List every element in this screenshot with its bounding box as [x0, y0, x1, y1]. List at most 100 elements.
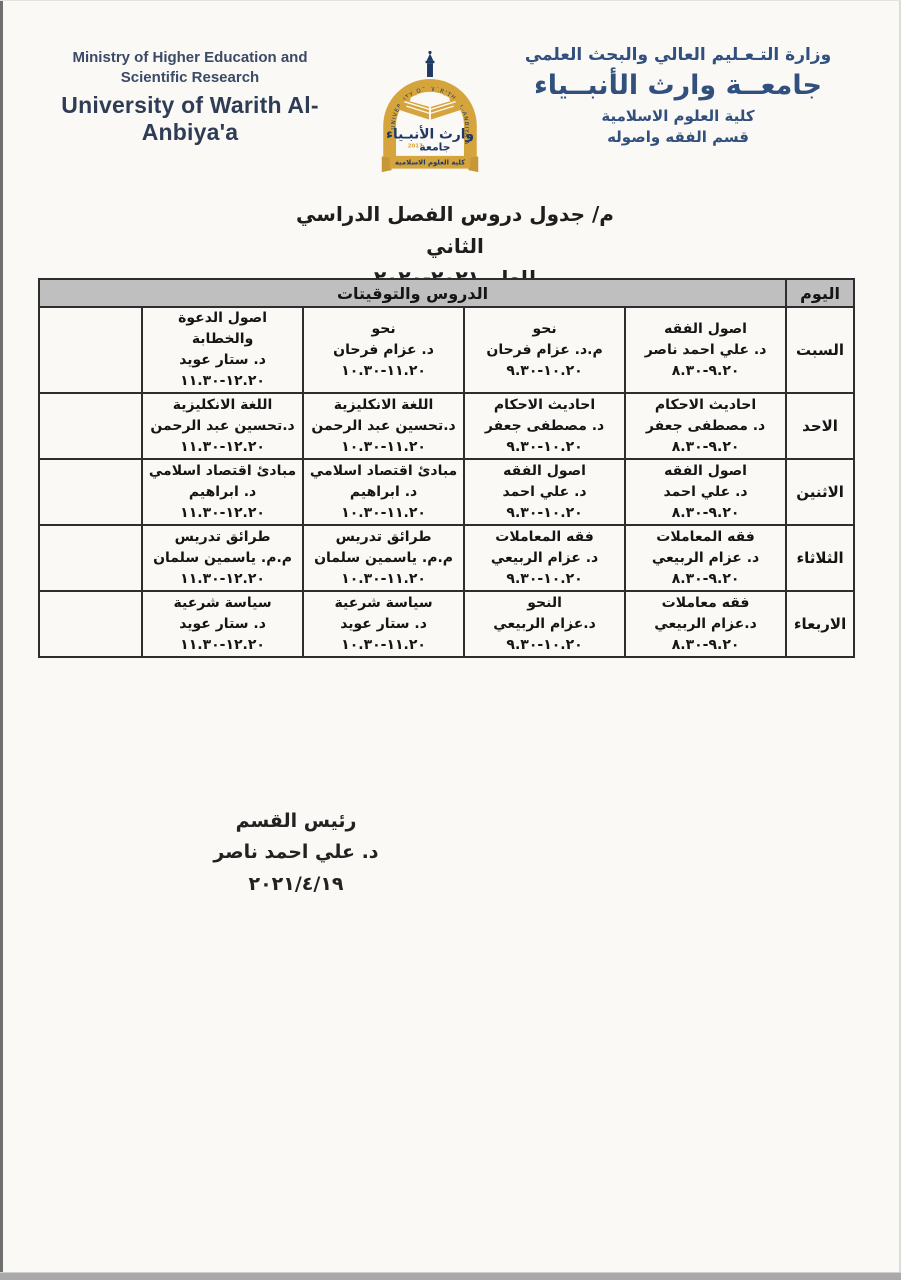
lesson-teacher: د.تحسين عبد الرحمن [311, 417, 456, 434]
lesson-time: ١٢.٢٠-١١.٣٠ [180, 504, 265, 521]
lesson-subject: اصول الفقه [664, 462, 747, 479]
lesson-time: ١٠.٢٠-٩.٣٠ [506, 570, 583, 587]
lesson-teacher: د.عزام الربيعي [493, 615, 596, 632]
lesson-cell: فقه المعاملات د. عزام الربيعي ١٠.٢٠-٩.٣٠ [463, 524, 627, 592]
day-cell: الاثنين [785, 458, 856, 526]
lesson-teacher: د. ستار عويد [179, 352, 266, 368]
lesson-teacher: د. عزام فرحان [333, 341, 434, 358]
scan-edge-left [0, 0, 3, 1280]
arch-shape [383, 79, 477, 160]
lesson-subject: اللغة الانكليزية [172, 396, 273, 413]
lesson-time: ١٢.٢٠-١١.٣٠ [180, 570, 265, 587]
table-row-monday: الاثنين اصول الفقه د. علي احمد ٩.٢٠-٨.٣٠… [37, 458, 856, 526]
lesson-cell: نحو د. عزام فرحان ١١.٢٠-١٠.٣٠ [302, 306, 466, 394]
lesson-subject: سياسة شرعية [334, 594, 433, 611]
lesson-subject: اللغة الانكليزية [333, 396, 434, 413]
scan-edge-bottom [0, 1272, 901, 1280]
lesson-teacher: م.م. ياسمين سلمان [314, 549, 454, 566]
lesson-cell: فقه المعاملات د. عزام الربيعي ٩.٢٠-٨.٣٠ [624, 524, 788, 592]
lesson-time: ١١.٢٠-١٠.٣٠ [341, 570, 426, 587]
table-row-wednesday: الاربعاء فقه معاملات د.عزام الربيعي ٩.٢٠… [37, 590, 856, 658]
lesson-subject: النحو [527, 594, 562, 611]
signature-name: د. علي احمد ناصر [213, 841, 379, 864]
lesson-teacher: د. ستار عويد [179, 615, 266, 632]
table-row-saturday: السبت اصول الفقه د. علي احمد ناصر ٩.٢٠-٨… [37, 306, 856, 394]
table-row-sunday: الاحد احاديث الاحكام د. مصطفى جعفر ٩.٢٠-… [37, 392, 856, 460]
ministry-name-en-line2: Scientific Research [120, 69, 260, 87]
table-header-row: اليوم الدروس والتوقيتات [37, 278, 856, 308]
lesson-cell: احاديث الاحكام د. مصطفى جعفر ١٠.٢٠-٩.٣٠ [463, 392, 627, 460]
lesson-teacher: د. ستار عويد [340, 615, 427, 632]
lesson-time: ١٠.٢٠-٩.٣٠ [506, 504, 583, 521]
lesson-subject: مبادئ اقتصاد اسلامي [309, 462, 458, 479]
lesson-cell: سياسة شرعية د. ستار عويد ١١.٢٠-١٠.٣٠ [302, 590, 466, 658]
college-name-ar: كلية العلوم الاسلامية [601, 107, 755, 126]
header-arabic: وزارة التـعـليم العالي والبحث العلمي جام… [480, 44, 876, 146]
lesson-teacher: د. علي احمد ناصر [644, 341, 767, 358]
lesson-cell: اللغة الانكليزية د.تحسين عبد الرحمن ١٢.٢… [141, 392, 305, 460]
lesson-teacher: د. علي احمد [502, 483, 587, 500]
lesson-teacher: د. ابراهيم [349, 483, 418, 500]
logo-name-word: جامعة [419, 140, 450, 153]
day-cell: الاحد [785, 392, 856, 460]
diamond-chain-decoration [401, 86, 459, 110]
lesson-subject: اصول الفقه [664, 320, 747, 337]
lesson-cell: اصول الدعوة والخطابة د. ستار عويد ١٢.٢٠-… [141, 306, 305, 394]
ministry-name-en-line1: Ministry of Higher Education and [72, 49, 308, 66]
lesson-subject: نحو [371, 320, 396, 337]
day-column-header: اليوم [785, 278, 856, 308]
lesson-time: ١١.٢٠-١٠.٣٠ [341, 636, 426, 653]
lesson-time: ٩.٢٠-٨.٣٠ [671, 636, 740, 653]
lesson-subject: سياسة شرعية [173, 594, 272, 611]
empty-cell [37, 392, 144, 460]
table-row-tuesday: الثلاثاء فقه المعاملات د. عزام الربيعي ٩… [37, 524, 856, 592]
lesson-cell: طرائق تدريس م.م. ياسمين سلمان ١٢.٢٠-١١.٣… [141, 524, 305, 592]
schedule-table: اليوم الدروس والتوقيتات السبت اصول الفقه… [37, 278, 856, 658]
lesson-time: ١٢.٢٠-١١.٣٠ [180, 636, 265, 653]
lesson-cell: سياسة شرعية د. ستار عويد ١٢.٢٠-١١.٣٠ [141, 590, 305, 658]
header-english: Ministry of Higher Education and Scienti… [22, 48, 358, 146]
lesson-subject: اصول الفقه [503, 462, 586, 479]
lesson-teacher: د.عزام الربيعي [654, 615, 757, 632]
lesson-subject: فقه المعاملات [656, 528, 755, 545]
lesson-cell: مبادئ اقتصاد اسلامي د. ابراهيم ١١.٢٠-١٠.… [302, 458, 466, 526]
lesson-time: ١٢.٢٠-١١.٣٠ [180, 373, 265, 389]
university-name-ar: جامعــة وارث الأنبــياء [533, 70, 822, 102]
empty-cell [37, 524, 144, 592]
lesson-teacher: د. مصطفى جعفر [484, 417, 605, 434]
logo-calligraphy: وارث الأنبـياء [386, 126, 474, 143]
lesson-subject: طرائق تدريس [335, 528, 432, 545]
signature-role: رئيس القسم [235, 810, 357, 832]
logo-banner-ribbon: كلية العلوم الاسلامية [381, 155, 479, 173]
logo-year: 2017 [408, 143, 423, 149]
lesson-cell: اصول الفقه د. علي احمد ٩.٢٠-٨.٣٠ [624, 458, 788, 526]
open-book-icon [399, 98, 461, 120]
lesson-cell: فقه معاملات د.عزام الربيعي ٩.٢٠-٨.٣٠ [624, 590, 788, 658]
day-cell: الثلاثاء [785, 524, 856, 592]
lesson-time: ١٢.٢٠-١١.٣٠ [180, 438, 265, 455]
lesson-time: ٩.٢٠-٨.٣٠ [671, 570, 740, 587]
lesson-subject: نحو [532, 320, 557, 337]
lesson-teacher: د. مصطفى جعفر [645, 417, 766, 434]
lesson-subject: اصول الدعوة والخطابة [178, 310, 267, 347]
university-logo: UNIVERSITY OF WARITH AL-ANBIYA'A وارث ال… [381, 50, 479, 173]
logo-banner-text: كلية العلوم الاسلامية [395, 159, 465, 167]
lesson-teacher: د.تحسين عبد الرحمن [150, 417, 295, 434]
lesson-time: ٩.٢٠-٨.٣٠ [671, 438, 740, 455]
empty-cell [37, 306, 144, 394]
lesson-subject: فقه معاملات [661, 594, 750, 611]
university-name-en: University of Warith Al-Anbiya'a [61, 91, 319, 145]
lesson-time: ١٠.٢٠-٩.٣٠ [506, 636, 583, 653]
minaret-icon [425, 50, 435, 77]
ministry-name-ar: وزارة التـعـليم العالي والبحث العلمي [524, 45, 832, 65]
lesson-cell: اصول الفقه د. علي احمد ناصر ٩.٢٠-٨.٣٠ [624, 306, 788, 394]
lesson-time: ١١.٢٠-١٠.٣٠ [341, 504, 426, 521]
lesson-cell: مبادئ اقتصاد اسلامي د. ابراهيم ١٢.٢٠-١١.… [141, 458, 305, 526]
day-cell: السبت [785, 306, 856, 394]
day-cell: الاربعاء [785, 590, 856, 658]
document-title-line1: م/ جدول دروس الفصل الدراسي الثاني [296, 202, 614, 258]
lesson-subject: احاديث الاحكام [654, 396, 757, 413]
lesson-time: ٩.٢٠-٨.٣٠ [671, 504, 740, 521]
lesson-subject: فقه المعاملات [495, 528, 594, 545]
lesson-time: ٩.٢٠-٨.٣٠ [671, 362, 740, 379]
